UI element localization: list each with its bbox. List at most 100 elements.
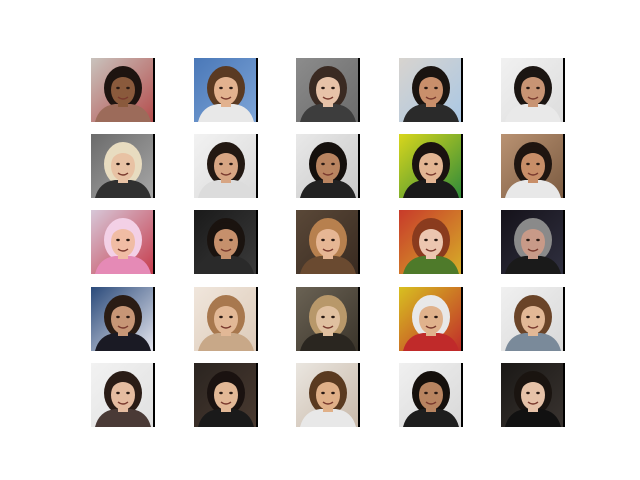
eye bbox=[526, 86, 530, 90]
eye bbox=[526, 162, 530, 166]
shirt bbox=[403, 104, 459, 122]
shirt bbox=[403, 333, 459, 351]
mouth bbox=[117, 172, 129, 176]
face-photo bbox=[194, 287, 258, 351]
face-thumbnail bbox=[501, 363, 565, 427]
shirt bbox=[198, 104, 254, 122]
eye bbox=[424, 162, 428, 166]
face-thumbnail bbox=[194, 210, 258, 274]
shirt bbox=[300, 104, 356, 122]
hair-top bbox=[418, 222, 444, 238]
face-thumbnail bbox=[194, 134, 258, 198]
eye bbox=[424, 86, 428, 90]
shirt bbox=[505, 180, 561, 198]
face bbox=[111, 380, 135, 410]
tile-edge bbox=[358, 58, 360, 122]
face bbox=[419, 304, 443, 334]
tile-edge bbox=[256, 363, 258, 427]
tile-edge bbox=[256, 134, 258, 198]
face bbox=[419, 227, 443, 257]
shirt bbox=[198, 409, 254, 427]
mouth bbox=[117, 325, 129, 329]
eye bbox=[229, 86, 233, 90]
eye bbox=[424, 391, 428, 395]
eye bbox=[526, 315, 530, 319]
hair-top bbox=[110, 146, 136, 162]
face-thumbnail bbox=[296, 363, 360, 427]
eye bbox=[219, 238, 223, 242]
tile-edge bbox=[153, 58, 155, 122]
face bbox=[419, 151, 443, 181]
hair-top bbox=[418, 375, 444, 391]
hair-top bbox=[213, 70, 239, 86]
face-photo bbox=[194, 134, 258, 198]
face bbox=[316, 227, 340, 257]
hair-top bbox=[213, 222, 239, 238]
face bbox=[521, 227, 545, 257]
shirt bbox=[198, 333, 254, 351]
face bbox=[214, 151, 238, 181]
face-photo bbox=[501, 363, 565, 427]
hair-top bbox=[418, 146, 444, 162]
face-photo bbox=[296, 58, 360, 122]
eye bbox=[331, 238, 335, 242]
tile-edge bbox=[256, 287, 258, 351]
mouth bbox=[322, 96, 334, 100]
face-thumbnail bbox=[91, 363, 155, 427]
face-photo bbox=[194, 58, 258, 122]
face-photo bbox=[501, 287, 565, 351]
hair-top bbox=[418, 70, 444, 86]
mouth bbox=[117, 248, 129, 252]
face bbox=[316, 380, 340, 410]
face-thumbnail bbox=[194, 287, 258, 351]
face-photo bbox=[399, 210, 463, 274]
eye bbox=[126, 238, 130, 242]
eye bbox=[116, 162, 120, 166]
hair-top bbox=[520, 299, 546, 315]
face-thumbnail bbox=[296, 210, 360, 274]
face bbox=[111, 304, 135, 334]
face-photo bbox=[501, 58, 565, 122]
face-thumbnail bbox=[296, 58, 360, 122]
mouth bbox=[220, 96, 232, 100]
face-thumbnail bbox=[399, 134, 463, 198]
eye bbox=[331, 86, 335, 90]
face bbox=[521, 151, 545, 181]
hair-top bbox=[110, 70, 136, 86]
eye bbox=[526, 238, 530, 242]
tile-edge bbox=[563, 287, 565, 351]
tile-edge bbox=[563, 210, 565, 274]
mouth bbox=[527, 96, 539, 100]
hair-top bbox=[110, 222, 136, 238]
eye bbox=[126, 391, 130, 395]
hair-top bbox=[110, 375, 136, 391]
face-thumbnail bbox=[399, 210, 463, 274]
face bbox=[419, 380, 443, 410]
eye bbox=[424, 238, 428, 242]
hair-top bbox=[520, 375, 546, 391]
tile-edge bbox=[153, 134, 155, 198]
mouth bbox=[220, 172, 232, 176]
eye bbox=[219, 162, 223, 166]
hair-top bbox=[110, 299, 136, 315]
face bbox=[111, 75, 135, 105]
eye bbox=[116, 86, 120, 90]
mouth bbox=[527, 248, 539, 252]
mouth bbox=[220, 401, 232, 405]
mouth bbox=[527, 325, 539, 329]
mouth bbox=[322, 172, 334, 176]
mouth bbox=[117, 401, 129, 405]
face bbox=[521, 75, 545, 105]
eye bbox=[321, 86, 325, 90]
face-thumbnail bbox=[194, 363, 258, 427]
face bbox=[111, 151, 135, 181]
tile-edge bbox=[461, 363, 463, 427]
shirt bbox=[300, 256, 356, 274]
hair-top bbox=[520, 222, 546, 238]
hair-top bbox=[315, 70, 341, 86]
hair-top bbox=[520, 146, 546, 162]
eye bbox=[536, 86, 540, 90]
face bbox=[214, 380, 238, 410]
face bbox=[316, 304, 340, 334]
tile-edge bbox=[461, 134, 463, 198]
